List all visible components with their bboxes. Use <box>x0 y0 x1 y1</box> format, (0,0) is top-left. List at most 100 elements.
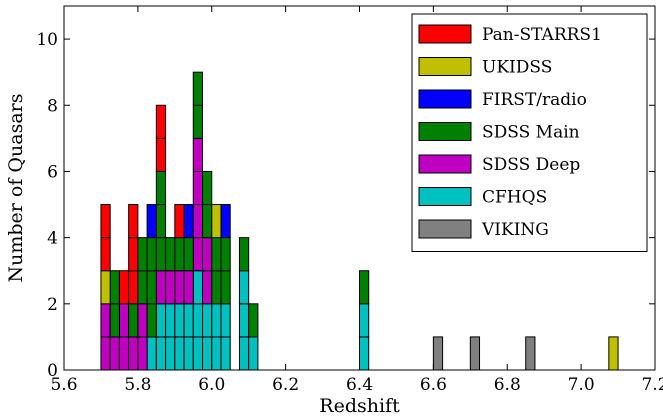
bar-sdss-deep <box>192 237 204 272</box>
bar-sdss-deep <box>192 204 204 239</box>
legend-label: SDSS Deep <box>482 155 580 175</box>
bar-sdss-main <box>192 104 204 139</box>
bar-ukidss <box>100 270 111 305</box>
bar-cfhqs <box>238 270 250 305</box>
bar-sdss-main <box>155 170 167 206</box>
ticks-layer: 5.6 5.8 6.0 6.2 6.4 6.6 6.8 7.0 7.2 0 2 4 6 8 10 <box>36 6 663 395</box>
bar-cfhqs <box>211 303 222 338</box>
bar-pan-starrs1 <box>155 137 167 172</box>
bar-pan-starrs1 <box>128 270 139 305</box>
bar-viking <box>525 336 536 371</box>
x-tick-label: 5.8 <box>124 375 151 395</box>
x-tick-label: 6.6 <box>420 375 447 395</box>
bar-sdss-deep <box>155 270 167 305</box>
bar-sdss-deep <box>100 303 111 338</box>
bar-cfhqs <box>192 303 204 338</box>
bar-cfhqs <box>165 336 176 371</box>
bar-sdss-deep <box>137 303 148 338</box>
bar-cfhqs <box>183 336 194 371</box>
bar-ukidss <box>608 336 619 371</box>
bar-sdss-main <box>202 204 213 239</box>
bar-pan-starrs1 <box>128 204 139 239</box>
bar-sdss-main <box>137 270 148 305</box>
x-tick-label: 7.0 <box>568 375 595 395</box>
legend-swatch <box>418 154 472 174</box>
bar-sdss-deep <box>202 270 213 305</box>
bar-sdss-deep <box>192 170 204 206</box>
legend-swatch <box>418 219 472 239</box>
bar-sdss-main <box>146 303 157 338</box>
bar-sdss-main <box>109 303 120 338</box>
bar-sdss-main <box>248 303 259 338</box>
bar-cfhqs <box>211 336 222 371</box>
bar-sdss-deep <box>202 237 213 272</box>
bar-sdss-main <box>109 270 120 305</box>
bar-cfhqs <box>165 303 176 338</box>
bar-cfhqs <box>174 303 185 338</box>
bar-cfhqs <box>202 336 213 371</box>
bar-sdss-main <box>137 237 148 272</box>
bar-viking <box>469 336 481 371</box>
bar-sdss-main <box>165 237 176 272</box>
bar-sdss-deep <box>192 137 204 172</box>
bar-cfhqs <box>174 336 185 371</box>
x-tick-label: 6.8 <box>494 375 521 395</box>
bar-cfhqs <box>155 336 167 371</box>
bar-pan-starrs1 <box>174 204 185 239</box>
legend-label: VIKING <box>481 220 549 240</box>
legend-label: Pan-STARRS1 <box>482 25 602 45</box>
bar-sdss-deep <box>118 336 130 371</box>
bar-sdss-main <box>183 237 194 272</box>
bar-cfhqs <box>183 303 194 338</box>
bar-sdss-deep <box>100 336 111 371</box>
y-axis-title: Number of Quasars <box>5 94 27 283</box>
bar-pan-starrs1 <box>100 204 111 239</box>
legend-swatch <box>418 57 472 76</box>
bar-sdss-main <box>211 237 222 272</box>
bar-ukidss <box>211 204 222 239</box>
bar-cfhqs <box>220 336 231 371</box>
bar-sdss-main <box>220 237 231 272</box>
bar-sdss-deep <box>128 336 139 371</box>
x-tick-label: 5.6 <box>50 375 77 395</box>
bar-sdss-main <box>146 237 157 272</box>
bar-sdss-main <box>155 237 167 272</box>
bar-cfhqs <box>202 303 213 338</box>
bar-first-radio <box>146 204 157 239</box>
bar-sdss-main <box>211 270 222 305</box>
y-tick-label: 0 <box>47 361 58 381</box>
bar-cfhqs <box>248 336 259 371</box>
bar-sdss-main <box>202 170 213 206</box>
bar-pan-starrs1 <box>155 104 167 139</box>
x-tick-label: 6.0 <box>198 375 225 395</box>
bar-viking <box>432 336 444 371</box>
legend-swatch <box>418 24 472 44</box>
x-tick-label: 6.4 <box>346 375 373 395</box>
bar-sdss-deep <box>165 270 176 305</box>
bar-pan-starrs1 <box>118 270 130 305</box>
bar-sdss-deep <box>118 303 130 338</box>
bar-sdss-deep <box>137 336 148 371</box>
x-tick-label: 6.2 <box>272 375 299 395</box>
y-tick-label: 6 <box>47 162 58 182</box>
bar-sdss-main <box>128 303 139 338</box>
y-tick-label: 8 <box>47 96 58 116</box>
x-axis-title: Redshift <box>319 395 400 417</box>
legend-label: CFHQS <box>482 188 547 208</box>
bar-cfhqs <box>359 336 370 371</box>
bar-sdss-main <box>220 270 231 305</box>
legend-label: FIRST/radio <box>482 90 587 110</box>
x-tick-label: 7.2 <box>641 375 663 395</box>
legend-label: SDSS Main <box>482 123 580 143</box>
y-tick-label: 4 <box>47 229 58 249</box>
bar-cfhqs <box>359 303 370 338</box>
bar-sdss-main <box>155 204 167 239</box>
legend-swatch <box>418 187 472 206</box>
legend: Pan-STARRS1 UKIDSS FIRST/radio SDSS Main SDS… <box>411 13 648 252</box>
bar-sdss-deep <box>109 336 120 371</box>
bar-sdss-deep <box>183 270 194 305</box>
bars-layer <box>100 71 619 371</box>
bar-sdss-deep <box>174 270 185 305</box>
bar-cfhqs <box>155 303 167 338</box>
